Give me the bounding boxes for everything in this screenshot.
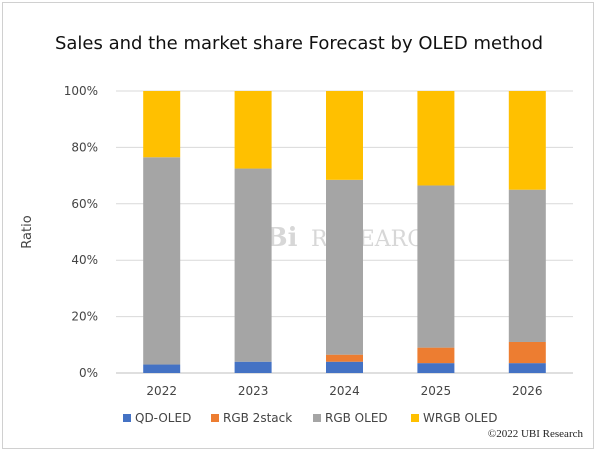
bar-segment (234, 91, 272, 169)
legend-swatch (211, 414, 219, 422)
bar-segment (143, 91, 181, 158)
bar-segment (326, 179, 363, 355)
bar-segment (234, 361, 272, 373)
bar-segment (326, 361, 363, 373)
y-tick-label: 100% (64, 84, 98, 98)
copyright-text: ©2022 UBI Research (487, 428, 583, 440)
chart-title: Sales and the market share Forecast by O… (54, 33, 544, 54)
bar-segment (508, 341, 546, 364)
bar-segment (326, 354, 363, 362)
x-tick-label: 2026 (512, 384, 543, 398)
bar-segment (417, 347, 455, 364)
legend-swatch (123, 414, 131, 422)
bar-segment (508, 91, 546, 190)
x-tick-label: 2022 (146, 384, 177, 398)
bar-segment (417, 363, 455, 373)
legend-label: WRGB OLED (423, 411, 498, 425)
x-tick-label: 2023 (238, 384, 269, 398)
y-tick-label: 0% (79, 366, 98, 380)
legend-label: QD-OLED (135, 411, 191, 425)
legend-label: RGB OLED (325, 411, 388, 425)
bar-segment (143, 157, 181, 365)
bar-segment (143, 364, 181, 373)
bar-segment (234, 168, 272, 362)
x-tick-label: 2025 (421, 384, 452, 398)
chart-frame: Sales and the market share Forecast by O… (2, 2, 594, 449)
legend-swatch (313, 414, 321, 422)
y-tick-label: 60% (71, 197, 98, 211)
x-tick-label: 2024 (329, 384, 360, 398)
legend-swatch (411, 414, 419, 422)
legend-label: RGB 2stack (223, 411, 292, 425)
bar-segment (508, 189, 546, 342)
y-tick-label: 80% (71, 140, 98, 154)
y-axis-label: Ratio (20, 215, 35, 248)
y-tick-label: 20% (71, 310, 98, 324)
bar-segment (417, 91, 455, 186)
bar-segment (508, 363, 546, 373)
bar-segment (417, 185, 455, 348)
chart-svg: 0%20%40%60%80%100%RatioUBiRESEARCH202220… (20, 84, 573, 425)
bar-segment (326, 91, 363, 180)
y-tick-label: 40% (71, 253, 98, 267)
